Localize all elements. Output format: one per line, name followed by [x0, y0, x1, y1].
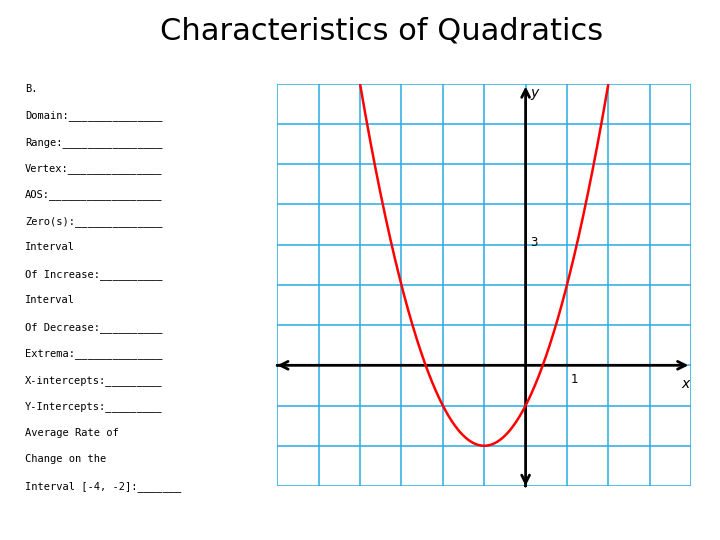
- Text: X-intercepts:_________: X-intercepts:_________: [25, 375, 163, 386]
- Text: Characteristics of Quadratics: Characteristics of Quadratics: [160, 16, 603, 45]
- Text: Interval: Interval: [25, 295, 75, 306]
- Text: Zero(s):______________: Zero(s):______________: [25, 216, 163, 227]
- Text: y: y: [531, 86, 539, 100]
- Text: Interval [-4, -2]:_______: Interval [-4, -2]:_______: [25, 481, 181, 491]
- Text: Of Decrease:__________: Of Decrease:__________: [25, 322, 163, 333]
- Text: Interval: Interval: [25, 242, 75, 253]
- Text: Y-Intercepts:_________: Y-Intercepts:_________: [25, 401, 163, 412]
- Text: Domain:_______________: Domain:_______________: [25, 110, 163, 121]
- Text: AOS:__________________: AOS:__________________: [25, 190, 163, 200]
- Text: B.: B.: [25, 84, 37, 94]
- Text: 1: 1: [571, 373, 579, 386]
- Text: 3: 3: [531, 236, 538, 249]
- Text: Change on the: Change on the: [25, 454, 107, 464]
- Text: Extrema:______________: Extrema:______________: [25, 348, 163, 359]
- Text: Vertex:_______________: Vertex:_______________: [25, 163, 163, 174]
- Text: Of Increase:__________: Of Increase:__________: [25, 269, 163, 280]
- Text: Range:________________: Range:________________: [25, 137, 163, 147]
- Text: Average Rate of: Average Rate of: [25, 428, 119, 438]
- Text: x: x: [681, 377, 689, 392]
